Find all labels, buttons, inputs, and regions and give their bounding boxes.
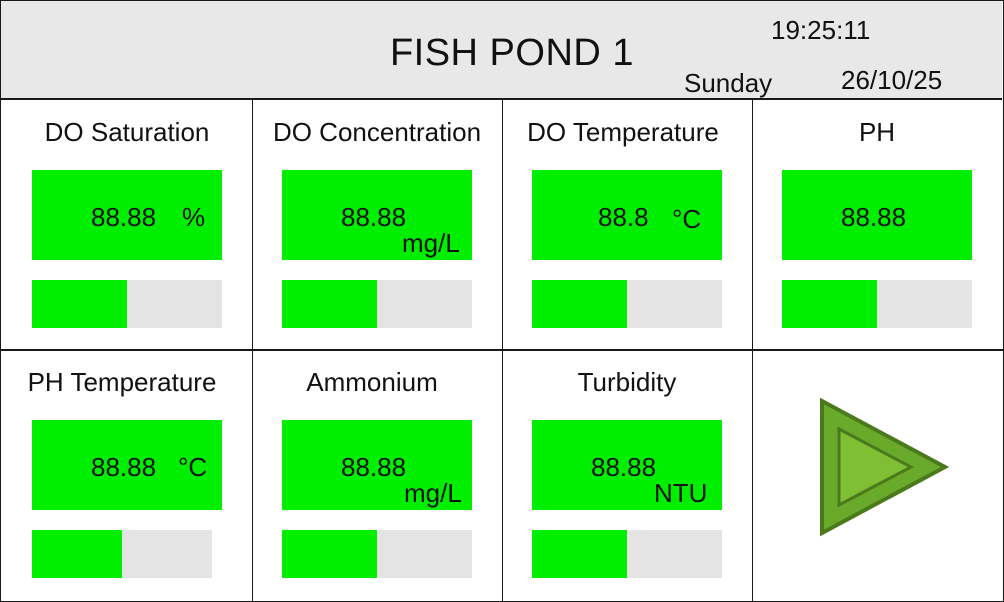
ph-temperature-readout: 88.88 °C [32, 420, 222, 510]
calendar-date: 26/10/25 [841, 65, 943, 95]
do-concentration-readout: 88.88 mg/L [282, 170, 472, 260]
ph-temperature-unit: °C [178, 452, 208, 482]
turbidity-bar-fill [532, 530, 627, 578]
ammonium-bar [282, 530, 472, 578]
do-concentration-label: DO Concentration [272, 117, 482, 147]
do-concentration-value: 88.88 [341, 202, 407, 232]
do-temperature-value: 88.8 [598, 202, 649, 232]
ph-temperature-bar [32, 530, 212, 578]
turbidity-readout: 88.88 NTU [532, 420, 722, 510]
turbidity-value: 88.88 [591, 452, 657, 482]
play-triangle-inner [837, 426, 915, 508]
grid-divider [1, 349, 1003, 351]
do-saturation-unit: % [182, 202, 206, 232]
do-saturation-label: DO Saturation [44, 117, 210, 147]
do-concentration-bar [282, 280, 472, 328]
page-title: FISH POND 1 [389, 32, 635, 74]
next-page-button[interactable] [815, 397, 950, 537]
ammonium-unit: mg/L [404, 478, 462, 508]
do-temperature-bar [532, 280, 722, 328]
do-saturation-bar [32, 280, 222, 328]
do-temperature-readout: 88.8 °C [532, 170, 722, 260]
turbidity-bar [532, 530, 722, 578]
header-bar: FISH POND 1 19:25:11 Sunday 26/10/25 [1, 1, 1002, 100]
do-concentration-bar-fill [282, 280, 377, 328]
ph-label: PH [858, 117, 896, 147]
clock-time: 19:25:11 [771, 15, 871, 45]
ph-temperature-label: PH Temperature [27, 367, 217, 397]
do-saturation-bar-fill [32, 280, 127, 328]
ph-value: 88.88 [841, 202, 907, 232]
ph-temperature-bar-fill [32, 530, 122, 578]
ph-bar [782, 280, 972, 328]
weekday: Sunday [684, 68, 773, 98]
ph-bar-fill [782, 280, 877, 328]
ammonium-bar-fill [282, 530, 377, 578]
do-saturation-value: 88.88 [91, 202, 157, 232]
do-concentration-unit: mg/L [402, 228, 460, 258]
ammonium-label: Ammonium [306, 367, 438, 397]
ph-temperature-value: 88.88 [91, 452, 157, 482]
ammonium-readout: 88.88 mg/L [282, 420, 472, 510]
turbidity-label: Turbidity [577, 367, 677, 397]
do-temperature-unit: °C [672, 204, 702, 234]
do-temperature-bar-fill [532, 280, 627, 328]
do-saturation-readout: 88.88 % [32, 170, 222, 260]
ammonium-value: 88.88 [341, 452, 407, 482]
do-temperature-label: DO Temperature [527, 117, 719, 147]
turbidity-unit: NTU [654, 478, 708, 508]
play-triangle-icon [820, 397, 950, 537]
ph-readout: 88.88 [782, 170, 972, 260]
